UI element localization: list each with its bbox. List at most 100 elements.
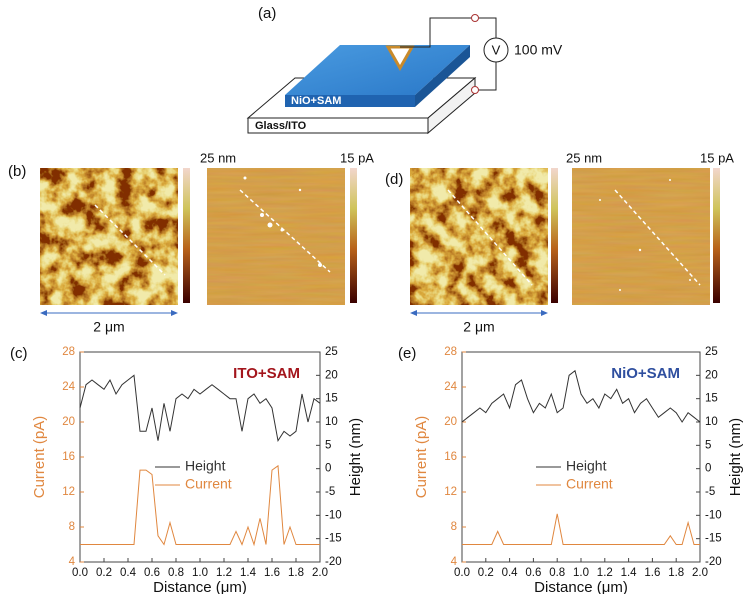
y-tick-label: 16: [62, 451, 75, 463]
y-tick-label: 8: [69, 521, 75, 533]
series-line: [462, 513, 700, 545]
x-tick-label: 1.8: [668, 567, 684, 579]
substrate-label: Glass/ITO: [255, 120, 307, 132]
x-tick-label: 0.8: [168, 567, 184, 579]
x-tick-label: 0.6: [525, 567, 541, 579]
legend-label: Current: [185, 476, 232, 492]
x-axis-label: Distance (μm): [534, 579, 628, 594]
y2-tick-label: 25: [325, 346, 338, 358]
scan-line: [239, 189, 331, 273]
height-scale: 25 nm: [200, 150, 236, 165]
y2-tick-label: 20: [705, 369, 718, 381]
y-axis-label: Current (pA): [31, 416, 48, 499]
y-tick-label: 4: [69, 556, 76, 568]
y2-tick-label: 0: [705, 463, 711, 475]
x-tick-label: 1.6: [644, 567, 660, 579]
layer-label: NiO+SAM: [291, 95, 341, 107]
y-tick-label: 20: [444, 416, 457, 428]
y2-tick-label: 20: [325, 369, 338, 381]
afm-panel-d: (d) 25 nm 15 pA 2 μm: [385, 150, 734, 334]
panel-label: (c): [10, 345, 28, 362]
series-line: [461, 369, 701, 423]
voltmeter-label: V: [492, 42, 501, 57]
panel-label: (a): [258, 5, 276, 22]
height-map: [410, 168, 548, 305]
y2-tick-label: -20: [325, 556, 342, 568]
afm-panel-b: (b) 25 nm 15 pA 2 μm: [8, 150, 374, 334]
annotation: NiO+SAM: [611, 365, 680, 382]
arrow: [541, 310, 548, 316]
y-tick-label: 12: [444, 486, 457, 498]
terminal: [471, 14, 479, 22]
x-tick-label: 0.8: [549, 567, 565, 579]
scan-line: [447, 189, 533, 286]
x-axis-label: Distance (μm): [153, 579, 247, 594]
arrow: [171, 310, 178, 316]
y2-tick-label: -10: [705, 509, 722, 521]
y2-tick-label: -20: [705, 556, 722, 568]
y2-tick-label: 10: [705, 416, 718, 428]
wire: [478, 62, 497, 91]
schematic: (a) Glass/ITO NiO+SAM V 100 mV: [246, 5, 563, 135]
legend-label: Height: [566, 458, 607, 474]
arrow: [410, 310, 417, 316]
y-tick-label: 8: [451, 521, 457, 533]
x-tick-label: 2.0: [312, 567, 328, 579]
colorbar: [713, 168, 720, 303]
annotation: ITO+SAM: [233, 365, 300, 382]
current-scale: 15 pA: [340, 150, 374, 165]
y2-tick-label: 0: [325, 463, 331, 475]
x-tick-label: 2.0: [692, 567, 708, 579]
y2-axis-label: Height (nm): [727, 418, 744, 496]
y-tick-label: 24: [62, 381, 75, 393]
y2-tick-label: 5: [705, 439, 711, 451]
series-line: [80, 464, 320, 547]
y2-tick-label: -15: [325, 533, 342, 545]
voltmeter: [483, 37, 509, 63]
legend-label: Height: [185, 458, 226, 474]
current-map: [572, 168, 710, 305]
scale-bar-label: 2 μm: [463, 319, 494, 335]
scan-line: [614, 189, 701, 286]
y-tick-label: 24: [444, 381, 457, 393]
layer-top: [285, 45, 470, 95]
x-tick-label: 0.6: [144, 567, 160, 579]
y2-tick-label: 15: [325, 393, 338, 405]
terminal: [471, 86, 479, 94]
y2-tick-label: 5: [325, 439, 331, 451]
panel-label: (e): [398, 345, 416, 362]
current-spots: [599, 179, 691, 291]
colorbar: [183, 168, 190, 303]
series-line: [79, 374, 321, 443]
x-tick-label: 1.0: [192, 567, 208, 579]
x-tick-label: 1.4: [240, 567, 257, 579]
y-tick-label: 16: [444, 451, 457, 463]
y-tick-label: 4: [451, 556, 458, 568]
colorbar: [350, 168, 357, 303]
y2-axis-label: Height (nm): [347, 418, 364, 496]
x-tick-label: 1.0: [573, 567, 589, 579]
y2-tick-label: 15: [705, 393, 718, 405]
height-scale: 25 nm: [566, 150, 602, 165]
y-tick-label: 28: [444, 346, 457, 358]
panel-label: (d): [385, 171, 403, 188]
y2-tick-label: 25: [705, 346, 718, 358]
colorbar: [551, 168, 558, 303]
wire: [400, 17, 472, 48]
y-tick-label: 28: [62, 346, 75, 358]
scale-bar-label: 2 μm: [93, 319, 124, 335]
x-tick-label: 0.0: [72, 567, 88, 579]
y2-tick-label: -15: [705, 533, 722, 545]
x-tick-label: 0.2: [478, 567, 494, 579]
y2-tick-label: -5: [705, 486, 715, 498]
x-tick-label: 1.6: [264, 567, 280, 579]
y-tick-label: 20: [62, 416, 75, 428]
arrow: [40, 310, 47, 316]
current-scale: 15 pA: [700, 150, 734, 165]
panel-label: (b): [8, 163, 26, 180]
y2-tick-label: 10: [325, 416, 338, 428]
voltage-label: 100 mV: [514, 42, 563, 58]
y-axis-label: Current (pA): [413, 416, 430, 499]
